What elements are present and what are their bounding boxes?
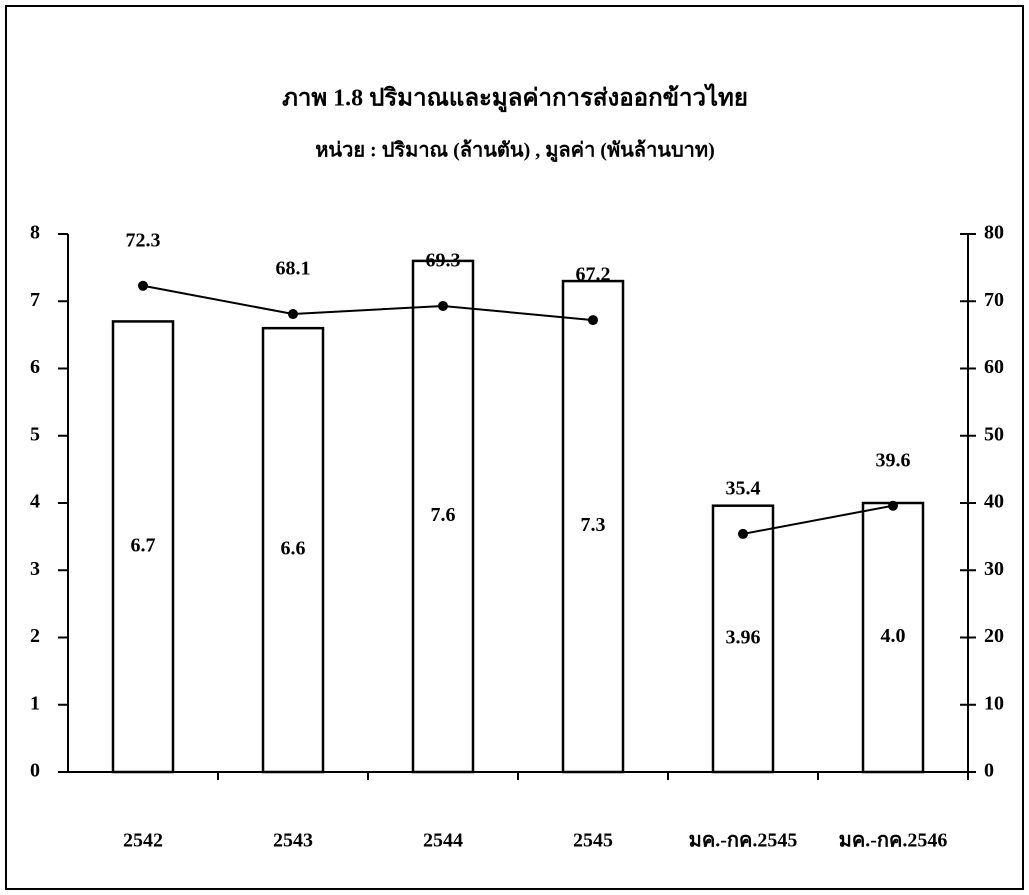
y-tick-label: 2 — [30, 625, 40, 647]
y-tick-label: 6 — [30, 356, 40, 378]
y2-tick-label: 30 — [984, 558, 1004, 580]
x-tick-label: มค.-กค.2546 — [839, 830, 948, 852]
line-value-label: 72.3 — [126, 229, 161, 251]
bar-value-label: 3.96 — [726, 626, 761, 648]
line-point — [738, 529, 748, 539]
line — [143, 286, 593, 320]
y-tick-label: 1 — [30, 692, 40, 714]
line-value-label: 35.4 — [726, 478, 761, 500]
y2-tick-label: 60 — [984, 356, 1004, 378]
bar-value-label: 6.7 — [131, 534, 156, 556]
y-tick-label: 8 — [30, 222, 40, 244]
x-tick-label: มค.-กค.2545 — [689, 830, 798, 852]
y2-tick-label: 0 — [984, 760, 994, 782]
y2-tick-label: 20 — [984, 625, 1004, 647]
x-tick-label: 2543 — [273, 830, 313, 852]
x-tick-label: 2545 — [573, 830, 613, 852]
y2-tick-label: 50 — [984, 423, 1004, 445]
line-point — [138, 281, 148, 291]
y2-tick-label: 80 — [984, 222, 1004, 244]
line-point — [888, 501, 898, 511]
line-value-label: 69.3 — [426, 250, 461, 272]
bar-value-label: 4.0 — [881, 625, 906, 647]
x-tick-label: 2542 — [123, 830, 163, 852]
y2-tick-label: 10 — [984, 692, 1004, 714]
y-tick-label: 4 — [30, 491, 40, 513]
chart: ภาพ 1.8 ปริมาณและมูลค่าการส่งออกข้าวไทย … — [0, 0, 1029, 895]
y2-tick-label: 40 — [984, 491, 1004, 513]
bar-value-label: 6.6 — [281, 538, 306, 560]
bar-value-label: 7.6 — [431, 504, 456, 526]
x-tick-label: 2544 — [423, 830, 463, 852]
chart-subtitle: หน่วย : ปริมาณ (ล้านตัน) , มูลค่า (พันล้… — [315, 139, 715, 164]
y-tick-label: 5 — [30, 423, 40, 445]
line-point — [438, 301, 448, 311]
y-tick-label: 3 — [30, 558, 40, 580]
bar-value-label: 7.3 — [581, 514, 606, 536]
line-value-label: 68.1 — [276, 258, 311, 280]
line-value-label: 39.6 — [876, 449, 911, 471]
line-point — [588, 315, 598, 325]
y-tick-label: 0 — [30, 760, 40, 782]
y2-tick-label: 70 — [984, 289, 1004, 311]
y-tick-label: 7 — [30, 289, 40, 311]
line-value-label: 67.2 — [576, 264, 611, 286]
line-point — [288, 309, 298, 319]
chart-title: ภาพ 1.8 ปริมาณและมูลค่าการส่งออกข้าวไทย — [282, 83, 748, 113]
